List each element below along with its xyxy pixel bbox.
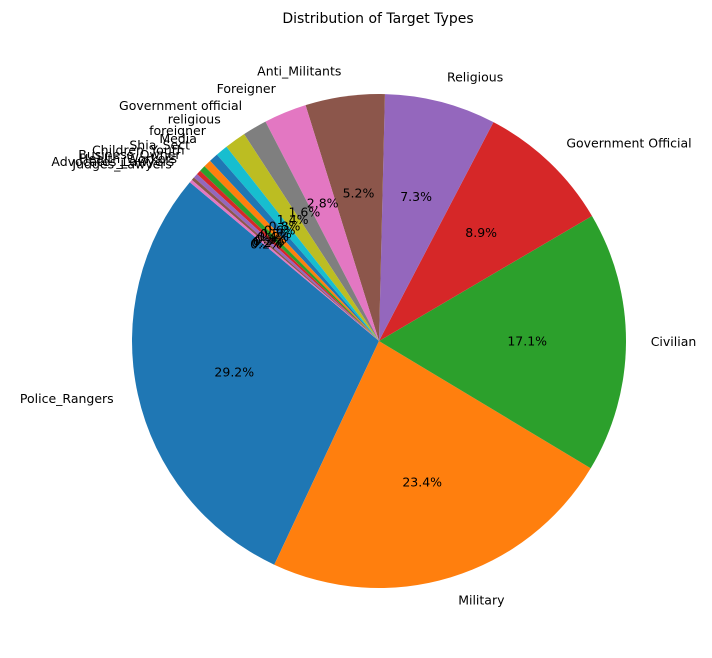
slice-label: Advocates_Lawyers bbox=[51, 154, 174, 169]
pie-slice bbox=[196, 170, 379, 341]
pie-slice bbox=[193, 174, 379, 341]
slice-label: Government Official bbox=[566, 136, 691, 151]
slice-label: Religious bbox=[447, 69, 503, 84]
pie-slice bbox=[191, 177, 379, 341]
pie-slice bbox=[244, 121, 379, 341]
slice-percent-label: 0.3% bbox=[255, 231, 287, 246]
slice-percent-label: 0.8% bbox=[269, 218, 301, 233]
pie-slice bbox=[379, 94, 494, 341]
pie-slice bbox=[274, 341, 591, 588]
pie-slice bbox=[200, 166, 379, 341]
pie-slice bbox=[132, 182, 379, 565]
slice-label: Shia_Sect bbox=[129, 137, 190, 152]
slice-label: Health_Workers bbox=[79, 151, 177, 166]
slice-label: Government official bbox=[119, 98, 242, 113]
pie-slice bbox=[379, 215, 626, 469]
slice-label: Police_Rangers bbox=[20, 391, 114, 406]
slice-percent-label: 0.2% bbox=[250, 237, 282, 252]
pie-slice bbox=[379, 122, 592, 342]
slice-percent-label: 7.3% bbox=[400, 189, 432, 204]
slice-label: Business_Owner bbox=[78, 147, 181, 162]
slice-percent-label: 1.4% bbox=[277, 212, 309, 227]
pie-slice bbox=[216, 146, 379, 341]
slice-label: Anti_Militants bbox=[257, 63, 341, 78]
pie-slice bbox=[305, 93, 385, 341]
chart-title: Distribution of Target Types bbox=[282, 11, 473, 27]
slice-label: Civilian bbox=[651, 334, 697, 349]
pie-slice bbox=[189, 179, 379, 341]
slice-label: Children_Youth bbox=[92, 143, 185, 158]
slice-percent-label: 17.1% bbox=[507, 333, 547, 348]
slice-percent-label: 29.2% bbox=[214, 364, 254, 379]
pie-slice bbox=[210, 154, 379, 341]
pie-slice bbox=[265, 105, 379, 342]
pie-slice bbox=[226, 134, 379, 341]
slice-percent-label: 0.4% bbox=[257, 229, 289, 244]
slice-percent-label: 0.6% bbox=[264, 223, 296, 238]
slice-label: Media bbox=[159, 131, 197, 146]
pie-percent-labels: 29.2%23.4%17.1%8.9%7.3%5.2%2.8%1.6%1.4%0… bbox=[214, 186, 547, 490]
slice-label: foreigner bbox=[149, 123, 207, 138]
slice-label: Judges_Lawyers bbox=[71, 157, 172, 172]
slice-percent-label: 0.2% bbox=[251, 235, 283, 250]
pie-slices bbox=[132, 93, 626, 588]
pie-labels: Police_Rangers Military Civilian Government… bbox=[20, 63, 696, 607]
slice-percent-label: 23.4% bbox=[402, 474, 442, 489]
slice-label: Foreigner bbox=[217, 81, 277, 96]
slice-percent-label: 0.5% bbox=[260, 226, 292, 241]
slice-percent-label: 2.8% bbox=[307, 195, 339, 210]
slice-percent-label: 1.6% bbox=[288, 204, 320, 219]
slice-label: Military bbox=[458, 592, 505, 607]
slice-percent-label: 8.9% bbox=[465, 225, 497, 240]
pie-slice bbox=[204, 160, 379, 341]
slice-percent-label: 5.2% bbox=[343, 186, 375, 201]
slice-label: religious bbox=[168, 112, 221, 127]
slice-percent-label: 0.3% bbox=[253, 233, 285, 248]
